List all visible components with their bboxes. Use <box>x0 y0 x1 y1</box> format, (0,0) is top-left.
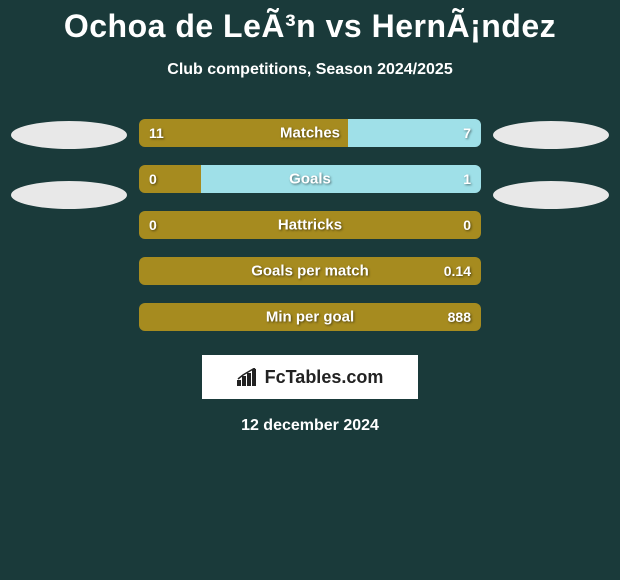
page-title: Ochoa de LeÃ³n vs HernÃ¡ndez <box>0 8 620 45</box>
avatar-left <box>11 181 127 209</box>
bar-right <box>201 165 481 193</box>
comparison-infographic: Ochoa de LeÃ³n vs HernÃ¡ndez Club compet… <box>0 0 620 435</box>
footer-logo-text: FcTables.com <box>265 367 384 388</box>
bar-value-left: 0 <box>149 217 157 233</box>
bar-value-right: 888 <box>448 309 471 325</box>
stat-row: Matches 11 7 <box>139 119 481 147</box>
avatar-col-left <box>11 119 127 209</box>
bar-value-right: 7 <box>463 125 471 141</box>
comparison-area: Matches 11 7 Goals 0 1 Hattricks 0 0 Goals per ma… <box>0 119 620 331</box>
avatar-left <box>11 121 127 149</box>
stat-row: Min per goal 888 <box>139 303 481 331</box>
bar-value-right: 0 <box>463 217 471 233</box>
stat-row: Hattricks 0 0 <box>139 211 481 239</box>
bar-label: Min per goal <box>266 309 354 326</box>
bar-label: Goals <box>289 171 331 188</box>
bar-value-right: 1 <box>463 171 471 187</box>
avatar-right <box>493 181 609 209</box>
stat-row: Goals 0 1 <box>139 165 481 193</box>
chart-icon <box>237 368 259 386</box>
bar-value-right: 0.14 <box>444 263 471 279</box>
bar-label: Hattricks <box>278 217 342 234</box>
bar-label: Matches <box>280 125 340 142</box>
bar-value-left: 11 <box>149 125 164 141</box>
footer-logo: FcTables.com <box>202 355 418 399</box>
stat-row: Goals per match 0.14 <box>139 257 481 285</box>
avatar-col-right <box>493 119 609 209</box>
bar-right <box>348 119 481 147</box>
bars-col: Matches 11 7 Goals 0 1 Hattricks 0 0 Goals per ma… <box>139 119 481 331</box>
footer-date: 12 december 2024 <box>0 417 620 435</box>
bar-label: Goals per match <box>251 263 369 280</box>
subtitle: Club competitions, Season 2024/2025 <box>0 61 620 79</box>
avatar-right <box>493 121 609 149</box>
bar-value-left: 0 <box>149 171 157 187</box>
